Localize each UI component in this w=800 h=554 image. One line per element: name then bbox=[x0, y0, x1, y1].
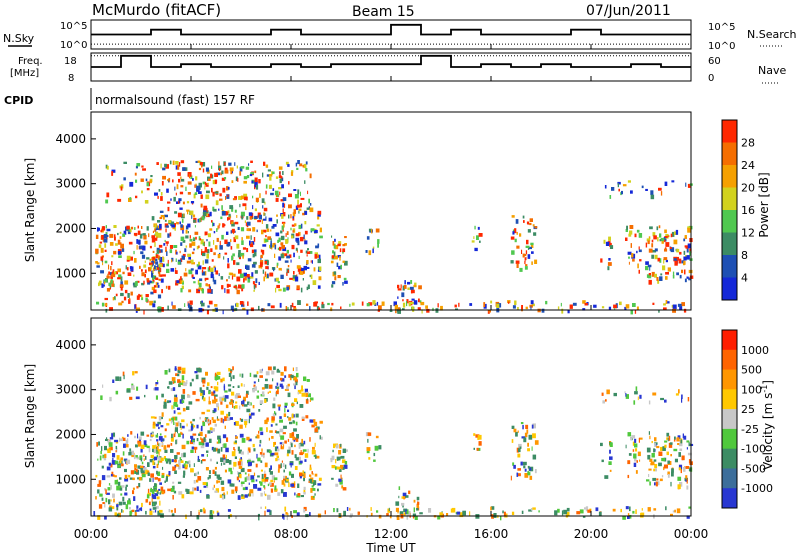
velocity-panel: 1000 2000 3000 4000 Slant Range [km] 1000 50… bbox=[23, 317, 775, 521]
colorbar-swatch bbox=[722, 369, 737, 390]
colorbar-swatch bbox=[722, 165, 737, 188]
y-tick-label: 4000 bbox=[55, 338, 86, 352]
colorbar-swatch bbox=[722, 330, 737, 351]
colorbar-swatch bbox=[722, 409, 737, 430]
colorbar-swatch bbox=[722, 448, 737, 469]
colorbar-tick-label: 1000 bbox=[741, 344, 769, 357]
y-tick-label: 4000 bbox=[55, 132, 86, 146]
x-tick-label: 12:00 bbox=[374, 527, 409, 541]
y-tick-label: 3000 bbox=[55, 177, 86, 191]
power-panel: 1000 2000 3000 4000 Slant Range [km] 28 24 20… bbox=[23, 111, 771, 315]
colorbar-tick-label: 4 bbox=[741, 272, 748, 285]
colorbar-tick-label: 20 bbox=[741, 182, 755, 195]
noise-left-tick-top: 10^5 bbox=[60, 21, 87, 32]
colorbar-swatch bbox=[722, 255, 737, 278]
colorbar-tick-label: -25 bbox=[741, 423, 759, 436]
colorbar-frame bbox=[721, 119, 738, 301]
power-colorbar: 28 24 20 16 12 8 4 bbox=[721, 119, 755, 301]
colorbar-swatch bbox=[722, 428, 737, 450]
colorbar-swatch bbox=[722, 277, 737, 301]
freq-left-tick-top: 18 bbox=[64, 56, 77, 67]
station-title: McMurdo (fitACF) bbox=[92, 1, 221, 19]
x-tick-label: 04:00 bbox=[174, 527, 209, 541]
x-axis-label: Time UT bbox=[365, 541, 416, 554]
colorbar-tick-label: -500 bbox=[741, 462, 766, 475]
y-tick-label: 1000 bbox=[55, 266, 86, 280]
noise-right-tick-bottom: 10^0 bbox=[708, 41, 735, 52]
nsearch-label: N.Search bbox=[747, 28, 797, 41]
colorbar-tick-label: -1000 bbox=[741, 482, 773, 495]
power-y-axis: 1000 2000 3000 4000 bbox=[55, 132, 96, 280]
colorbar-tick-label: -100 bbox=[741, 443, 766, 456]
velocity-colorbar-label: Velocity [m s-1] bbox=[760, 380, 775, 470]
power-heatmap bbox=[95, 160, 694, 315]
colorbar-swatch bbox=[722, 142, 737, 166]
colorbar-tick-label: 100 bbox=[741, 383, 762, 396]
velocity-y-axis: 1000 2000 3000 4000 bbox=[55, 338, 96, 486]
y-tick-label: 2000 bbox=[55, 221, 86, 235]
colorbar-swatch bbox=[722, 187, 737, 211]
y-tick-label: 1000 bbox=[55, 472, 86, 486]
velocity-y-axis-label: Slant Range [km] bbox=[23, 364, 37, 468]
colorbar-tick-label: 12 bbox=[741, 227, 755, 240]
colorbar-tick-label: 500 bbox=[741, 364, 762, 377]
colorbar-swatch bbox=[722, 120, 737, 143]
velocity-colorbar: 1000 500 100 25 -25 -100 -500 -1000 bbox=[721, 329, 773, 509]
cpid-label: CPID bbox=[4, 94, 33, 107]
cpid-text: normalsound (fast) 157 RF bbox=[95, 93, 255, 107]
frequency-panel: Freq. [MHz] 18 8 60 0 Nave bbox=[10, 52, 786, 84]
nave-label: Nave bbox=[758, 64, 786, 77]
colorbar-tick-label: 16 bbox=[741, 204, 755, 217]
colorbar-tick-label: 8 bbox=[741, 249, 748, 262]
colorbar-swatch bbox=[722, 468, 737, 489]
colorbar-swatch bbox=[722, 232, 737, 256]
time-x-axis: 00:00 04:00 08:00 12:00 16:00 20:00 00:00 bbox=[74, 44, 709, 541]
freq-unit-label: [MHz] bbox=[10, 68, 39, 79]
colorbar-swatch bbox=[722, 210, 737, 233]
x-tick-label: 00:00 bbox=[674, 527, 709, 541]
date-title: 07/Jun/2011 bbox=[586, 3, 671, 19]
colorbar-tick-label: 28 bbox=[741, 137, 755, 150]
noise-left-tick-bottom: 10^0 bbox=[60, 40, 87, 51]
freq-left-tick-bottom: 8 bbox=[68, 73, 74, 84]
x-tick-label: 00:00 bbox=[74, 527, 109, 541]
colorbar-swatch bbox=[722, 389, 737, 410]
velocity-heatmap bbox=[93, 366, 694, 521]
nsky-label: N.Sky bbox=[3, 32, 35, 45]
power-colorbar-label: Power [dB] bbox=[757, 172, 771, 237]
colorbar-tick-label: 24 bbox=[741, 159, 755, 172]
freq-label: Freq. bbox=[18, 56, 43, 67]
colorbar-swatch bbox=[722, 349, 737, 371]
colorbar-tick-label: 25 bbox=[741, 403, 755, 416]
x-tick-label: 08:00 bbox=[274, 527, 309, 541]
y-tick-label: 2000 bbox=[55, 427, 86, 441]
noise-panel: N.Sky 10^5 10^0 10^5 10^0 N.Search bbox=[3, 19, 797, 52]
nave-right-tick-bottom: 0 bbox=[708, 73, 714, 84]
colorbar-frame bbox=[721, 329, 738, 509]
x-tick-label: 16:00 bbox=[474, 527, 509, 541]
noise-right-tick-top: 10^5 bbox=[708, 22, 735, 33]
nave-right-tick-top: 60 bbox=[708, 56, 721, 67]
x-tick-label: 20:00 bbox=[574, 527, 609, 541]
nsky-series-line bbox=[91, 23, 691, 36]
colorbar-swatch bbox=[722, 488, 737, 509]
y-tick-label: 3000 bbox=[55, 383, 86, 397]
beam-title: Beam 15 bbox=[352, 4, 415, 20]
freq-series-line bbox=[91, 54, 691, 68]
power-y-axis-label: Slant Range [km] bbox=[23, 158, 37, 262]
